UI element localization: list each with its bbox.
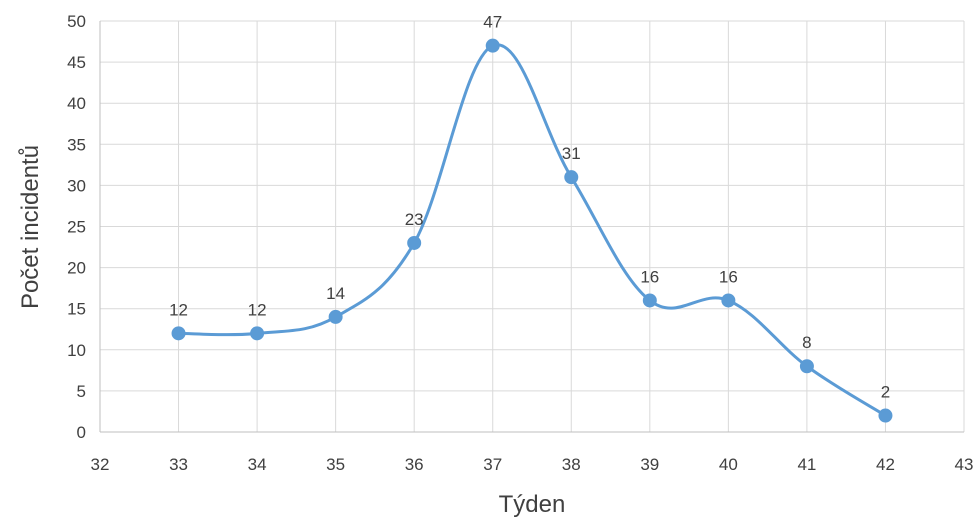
- x-tick-label: 35: [326, 455, 345, 474]
- y-tick-label: 25: [67, 218, 86, 237]
- data-point: [721, 293, 736, 308]
- axes: [99, 21, 964, 433]
- y-tick-label: 50: [67, 12, 86, 31]
- data-label: 12: [248, 300, 267, 319]
- y-tick-label: 15: [67, 300, 86, 319]
- x-tick-label: 40: [719, 455, 738, 474]
- x-tick-label: 41: [797, 455, 816, 474]
- y-axis-title: Počet incidentů: [17, 145, 44, 309]
- data-label: 16: [719, 267, 738, 286]
- data-label: 14: [326, 284, 345, 303]
- y-tick-label: 35: [67, 135, 86, 154]
- data-points: [171, 38, 893, 423]
- data-label: 31: [562, 144, 581, 163]
- data-point: [564, 170, 579, 185]
- data-label: 47: [483, 13, 502, 32]
- x-tick-label: 42: [876, 455, 895, 474]
- data-label: 8: [802, 333, 811, 352]
- x-tick-label: 43: [955, 455, 974, 474]
- data-label: 23: [405, 210, 424, 229]
- x-axis-title: Týden: [499, 491, 566, 518]
- data-label: 12: [169, 300, 188, 319]
- data-labels: 12 12 14 23 47 31 16 16 8 2: [169, 13, 890, 402]
- x-tick-label: 34: [248, 455, 267, 474]
- gridlines: [100, 20, 965, 432]
- data-point: [328, 309, 343, 324]
- data-label: 16: [640, 267, 659, 286]
- data-point: [485, 38, 500, 53]
- data-point: [878, 408, 893, 423]
- series-path: [177, 43, 887, 418]
- y-tick-label: 40: [67, 94, 86, 113]
- data-point: [250, 326, 265, 341]
- data-point: [171, 326, 186, 341]
- x-tick-label: 32: [91, 455, 110, 474]
- y-tick-label: 20: [67, 259, 86, 278]
- x-tick-label: 38: [562, 455, 581, 474]
- y-tick-label: 5: [77, 382, 86, 401]
- y-tick-label: 30: [67, 176, 86, 195]
- data-point: [407, 235, 422, 250]
- x-tick-label: 39: [640, 455, 659, 474]
- y-tick-labels: 0 5 10 15 20 25 30 35 40 45 50: [67, 12, 86, 442]
- data-point: [799, 359, 814, 374]
- x-tick-label: 33: [169, 455, 188, 474]
- y-tick-label: 0: [77, 423, 86, 442]
- y-tick-label: 10: [67, 341, 86, 360]
- data-point: [642, 293, 657, 308]
- x-tick-label: 36: [405, 455, 424, 474]
- data-label: 2: [881, 383, 890, 402]
- x-tick-labels: 32 33 34 35 36 37 38 39 40 41 42 43: [91, 455, 974, 474]
- x-tick-label: 37: [483, 455, 502, 474]
- series-line: [177, 43, 887, 418]
- y-tick-label: 45: [67, 53, 86, 72]
